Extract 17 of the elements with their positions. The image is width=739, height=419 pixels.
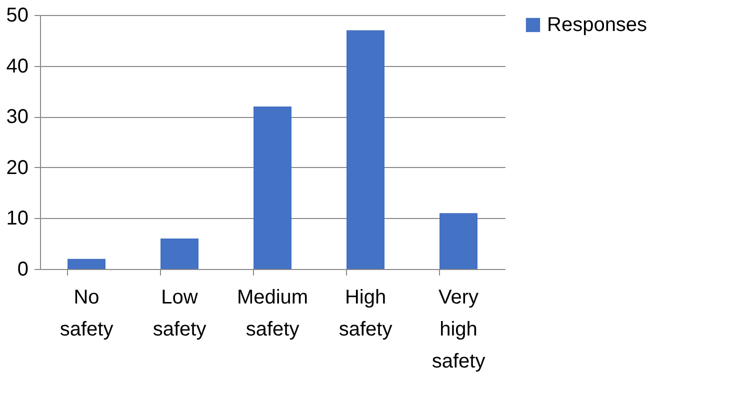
y-tick-label: 30	[6, 106, 28, 128]
bar	[68, 258, 106, 269]
x-tick-label: Low safety	[152, 286, 206, 340]
y-tick-label: 20	[6, 156, 28, 179]
bar	[440, 213, 478, 269]
y-tick-label: 40	[6, 55, 28, 78]
bar	[160, 238, 198, 269]
bar	[346, 30, 384, 269]
y-tick-label: 50	[6, 4, 28, 26]
y-tick-label: 10	[6, 208, 28, 230]
legend-label: Responses	[547, 14, 648, 36]
x-tick-label: No safety	[60, 286, 114, 340]
bar	[254, 106, 292, 269]
x-tick-label: Medium safety	[236, 286, 308, 340]
y-tick-label: 0	[17, 258, 28, 280]
x-tick-label: Very high safety	[432, 286, 486, 372]
x-tick-label: High safety	[338, 286, 392, 340]
